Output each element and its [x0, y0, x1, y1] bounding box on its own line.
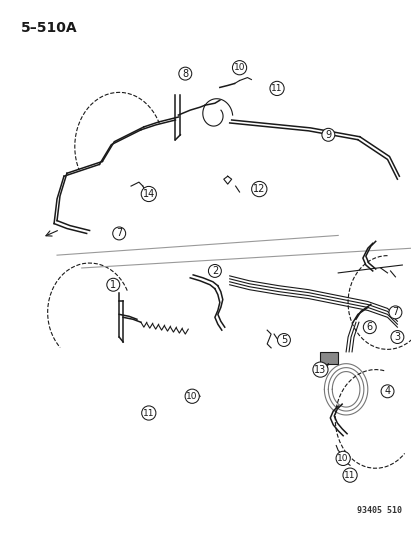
- Text: 6: 6: [366, 322, 372, 332]
- Text: 11: 11: [344, 471, 355, 480]
- Text: 3: 3: [394, 332, 399, 342]
- Text: 4: 4: [384, 386, 389, 397]
- Text: 7: 7: [116, 229, 122, 238]
- Text: 14: 14: [142, 189, 154, 199]
- Text: 7: 7: [392, 308, 398, 317]
- Text: 5–510A: 5–510A: [21, 21, 77, 35]
- Text: 10: 10: [233, 63, 245, 72]
- Text: 13: 13: [313, 365, 326, 375]
- Text: 9: 9: [325, 130, 331, 140]
- FancyBboxPatch shape: [320, 352, 337, 364]
- Text: 11: 11: [143, 408, 154, 417]
- Text: 8: 8: [182, 69, 188, 79]
- Text: 93405 510: 93405 510: [356, 506, 401, 515]
- Text: 5: 5: [280, 335, 286, 345]
- Text: 10: 10: [186, 392, 197, 401]
- Text: 11: 11: [271, 84, 282, 93]
- Text: 10: 10: [337, 454, 348, 463]
- Text: 1: 1: [110, 280, 116, 290]
- Text: 2: 2: [211, 266, 218, 276]
- Text: 12: 12: [252, 184, 265, 194]
